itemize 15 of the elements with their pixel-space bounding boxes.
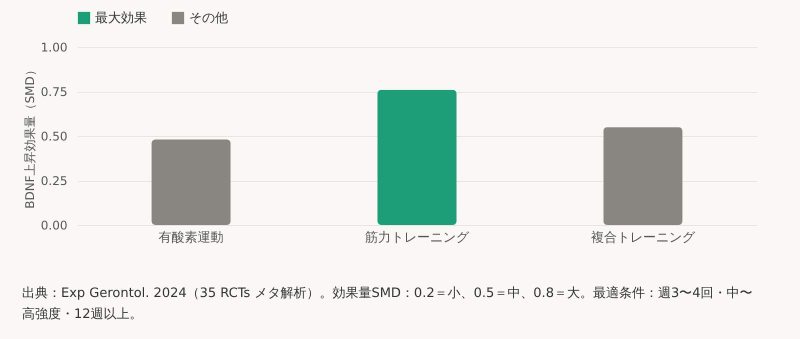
legend-label: その他 [189,11,228,26]
y-tick-label: 0.50 [40,130,68,144]
y-tick-label: 0.75 [40,85,68,99]
y-tick-label: 0.00 [40,218,68,232]
y-tick-label: 0.25 [40,174,68,188]
legend-label: 最大効果 [95,11,147,26]
y-tick-label: 1.00 [40,40,68,54]
bar [603,127,682,225]
bar [377,90,457,225]
x-tick-label: 複合トレーニング [590,230,696,246]
source-note: 出典：Exp Gerontol. 2024（35 RCTs メタ解析）。効果量SMD：0.2＝小、0.5＝中、0.8＝大。最適条件：週3〜4回・中〜高強度・12週以上。 [22,285,754,324]
x-tick-label: 有酸素運動 [158,230,224,246]
x-tick-label: 筋力トレーニング [365,230,470,246]
y-axis-title: BDNF上昇効果量（SMD） [22,64,37,209]
bar [152,140,231,225]
